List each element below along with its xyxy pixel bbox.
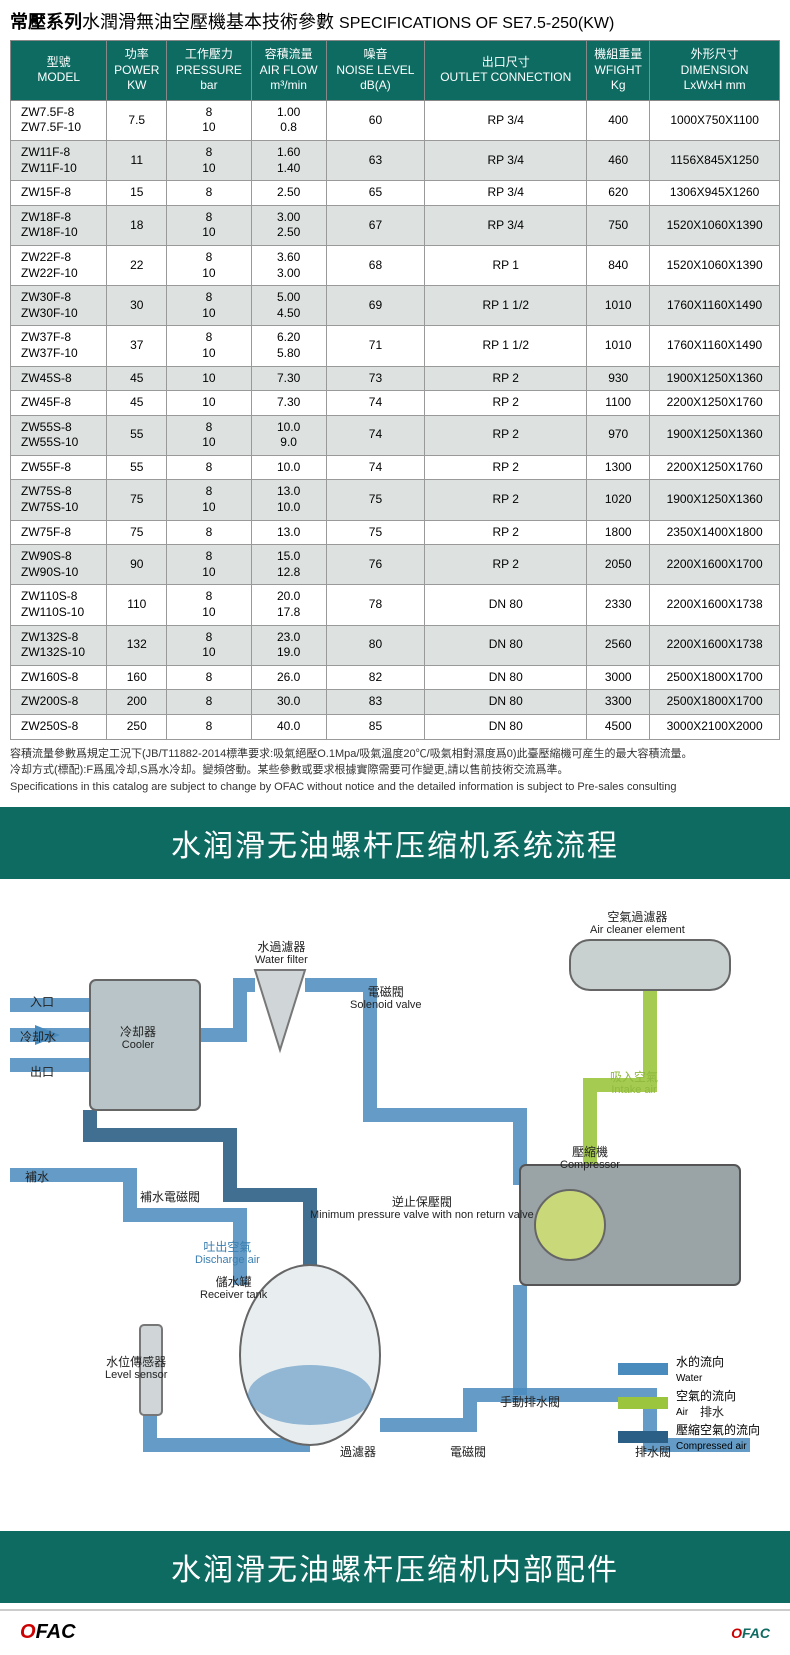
table-row: ZW30F-8ZW30F-10308105.004.5069RP 1 1/210… — [11, 286, 780, 326]
footnotes: 容積流量參數爲規定工況下(JB/T11882-2014標準要求:吸氣絕壓O.1M… — [0, 740, 790, 802]
diagram-label-water_filter: 水過濾器Water filter — [255, 940, 308, 968]
col-header: 噪音NOISE LEVELdB(A) — [326, 41, 425, 101]
col-header: 機組重量WFIGHTKg — [587, 41, 650, 101]
system-flow-diagram: 入口冷却水出口 冷却器Cooler 水過濾器Water filter 電磁閥Solen… — [0, 885, 790, 1525]
table-row: ZW200S-8200830.083DN 8033002500X1800X170… — [11, 690, 780, 715]
table-row: ZW15F-81582.5065RP 3/46201306X945X1260 — [11, 181, 780, 206]
table-row: ZW75S-8ZW75S-107581013.010.075RP 2102019… — [11, 480, 780, 520]
diagram-label-manual_drain: 手動排水閥 — [500, 1395, 560, 1409]
table-row: ZW22F-8ZW22F-10228103.603.0068RP 1840152… — [11, 245, 780, 285]
diagram-label-inlet: 入口 — [30, 995, 54, 1009]
page-footer: OOFACFAC OFAC — [0, 1609, 790, 1654]
diagram-label-intake: 吸入空氣Intake air — [610, 1070, 658, 1098]
diagram-label-mpv: 逆止保壓閥Minimum pressure valve with non ret… — [310, 1195, 534, 1223]
col-header: 型號MODEL — [11, 41, 107, 101]
table-row: ZW55F-855810.074RP 213002200X1250X1760 — [11, 455, 780, 480]
diagram-label-bushui: 補水 — [25, 1170, 49, 1184]
diagram-label-bushui_valve: 補水電磁閥 — [140, 1190, 200, 1204]
diagram-label-cooling_water: 冷却水 — [20, 1030, 56, 1044]
col-header: 出口尺寸OUTLET CONNECTION — [425, 41, 587, 101]
page-title: 常壓系列水潤滑無油空壓機基本技術參數 SPECIFICATIONS OF SE7… — [0, 0, 790, 40]
col-header: 工作壓力PRESSUREbar — [167, 41, 251, 101]
diagram-label-solenoid2: 電磁閥 — [450, 1445, 486, 1459]
table-row: ZW160S-8160826.082DN 8030002500X1800X170… — [11, 665, 780, 690]
table-row: ZW37F-8ZW37F-10378106.205.8071RP 1 1/210… — [11, 326, 780, 366]
diagram-label-solenoid: 電磁閥Solenoid valve — [350, 985, 422, 1013]
table-row: ZW45F-845107.3074RP 211002200X1250X1760 — [11, 391, 780, 416]
table-row: ZW250S-8250840.085DN 8045003000X2100X200… — [11, 715, 780, 740]
footnote-line: 容積流量參數爲規定工況下(JB/T11882-2014標準要求:吸氣絕壓O.1M… — [10, 746, 780, 763]
footer-logo-right: OFAC — [731, 1625, 770, 1641]
title-cn-rest: 水潤滑無油空壓機基本技術參數 — [82, 12, 334, 32]
table-row: ZW132S-8ZW132S-1013281023.019.080DN 8025… — [11, 625, 780, 665]
diagram-label-outlet: 出口 — [30, 1065, 54, 1079]
table-row: ZW55S-8ZW55S-105581010.09.074RP 29701900… — [11, 415, 780, 455]
legend-row: 壓縮空氣的流向Compressed air — [618, 1421, 760, 1452]
section-banner-parts: 水润滑无油螺杆压缩机内部配件 — [0, 1531, 790, 1603]
title-cn-bold: 常壓系列 — [10, 12, 82, 32]
table-row: ZW11F-8ZW11F-10118101.601.4063RP 3/44601… — [11, 140, 780, 180]
col-header: 外形尺寸DIMENSIONLxWxH mm — [650, 41, 780, 101]
diagram-label-level: 水位傳感器Level sensor — [105, 1355, 167, 1383]
section-banner-flow: 水润滑无油螺杆压缩机系统流程 — [0, 807, 790, 879]
diagram-legend: 水的流向Water空氣的流向Air壓縮空氣的流向Compressed air — [618, 1350, 760, 1455]
table-row: ZW45S-845107.3073RP 29301900X1250X1360 — [11, 366, 780, 391]
col-header: 容積流量AIR FLOWm³/min — [251, 41, 326, 101]
diagram-label-receiver: 儲水罐Receiver tank — [200, 1275, 267, 1303]
diagram-label-air_cleaner: 空氣過濾器Air cleaner element — [590, 910, 685, 938]
title-en: SPECIFICATIONS OF SE7.5-250(KW) — [339, 15, 614, 32]
col-header: 功率POWERKW — [107, 41, 167, 101]
diagram-label-compressor: 壓縮機Compressor — [560, 1145, 620, 1173]
table-row: ZW18F-8ZW18F-10188103.002.5067RP 3/47501… — [11, 205, 780, 245]
table-row: ZW7.5F-8ZW7.5F-107.58101.000.860RP 3/440… — [11, 100, 780, 140]
footnote-line: Specifications in this catalog are subje… — [10, 779, 780, 796]
diagram-label-cooler: 冷却器Cooler — [120, 1025, 156, 1053]
footnote-line: 冷却方式(標配):F爲風冷却,S爲水冷却。變頻啓動。某些參數或要求根據實際需要可… — [10, 762, 780, 779]
table-row: ZW110S-8ZW110S-1011081020.017.878DN 8023… — [11, 585, 780, 625]
footer-logo-left: OOFACFAC — [20, 1621, 76, 1644]
legend-row: 水的流向Water — [618, 1353, 760, 1384]
diagram-label-discharge: 吐出空氣Discharge air — [195, 1240, 260, 1268]
table-row: ZW75F-875813.075RP 218002350X1400X1800 — [11, 520, 780, 545]
table-row: ZW90S-8ZW90S-109081015.012.876RP 2205022… — [11, 545, 780, 585]
spec-table: 型號MODEL功率POWERKW工作壓力PRESSUREbar容積流量AIR F… — [10, 40, 780, 740]
diagram-label-filter2: 過濾器 — [340, 1445, 376, 1459]
legend-row: 空氣的流向Air — [618, 1387, 760, 1418]
